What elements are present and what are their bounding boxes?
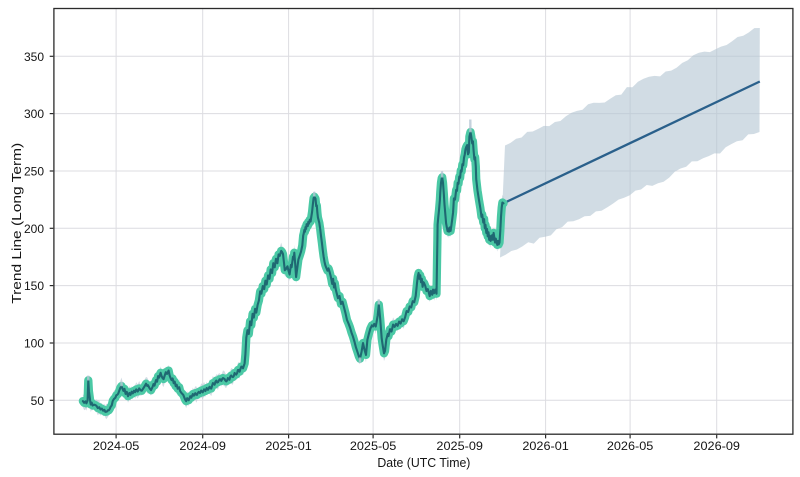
- svg-text:2026-09: 2026-09: [693, 439, 740, 453]
- svg-text:2025-09: 2025-09: [436, 439, 483, 453]
- svg-text:200: 200: [24, 222, 44, 236]
- svg-text:2025-05: 2025-05: [350, 439, 397, 453]
- svg-text:2026-05: 2026-05: [607, 439, 654, 453]
- svg-text:100: 100: [24, 337, 44, 351]
- svg-text:2024-09: 2024-09: [179, 439, 226, 453]
- svg-text:300: 300: [24, 107, 44, 121]
- svg-text:Trend Line (Long Term): Trend Line (Long Term): [10, 143, 24, 304]
- svg-text:2024-05: 2024-05: [93, 439, 140, 453]
- svg-text:250: 250: [24, 165, 44, 179]
- svg-text:150: 150: [24, 279, 44, 293]
- svg-text:2025-01: 2025-01: [265, 439, 312, 453]
- svg-text:50: 50: [31, 394, 45, 408]
- svg-text:350: 350: [24, 50, 44, 64]
- svg-text:2026-01: 2026-01: [522, 439, 569, 453]
- svg-text:Date (UTC Time): Date (UTC Time): [377, 456, 470, 470]
